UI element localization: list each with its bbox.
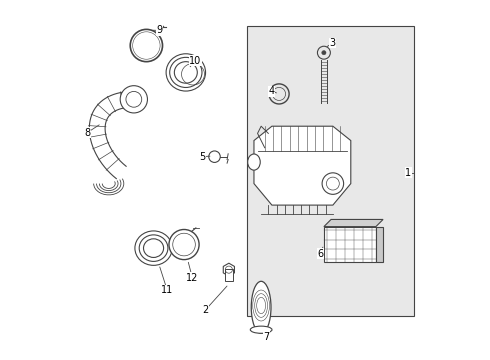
Circle shape [120, 86, 147, 113]
Text: 1: 1 [405, 168, 411, 178]
Text: 3: 3 [330, 38, 336, 48]
Polygon shape [89, 91, 136, 179]
Text: 9: 9 [157, 26, 163, 35]
Polygon shape [376, 226, 383, 262]
Polygon shape [254, 126, 351, 205]
Text: 7: 7 [264, 332, 270, 342]
Text: 4: 4 [269, 86, 275, 96]
Ellipse shape [250, 326, 272, 333]
Ellipse shape [251, 281, 271, 333]
Ellipse shape [166, 54, 205, 91]
Bar [324, 226, 376, 262]
Text: 8: 8 [84, 128, 90, 138]
Text: 5: 5 [199, 152, 205, 162]
Circle shape [322, 173, 343, 194]
Text: 6: 6 [317, 248, 323, 258]
Circle shape [169, 229, 199, 260]
Text: 10: 10 [190, 55, 202, 66]
Text: 11: 11 [161, 285, 173, 295]
Text: 2: 2 [202, 305, 209, 315]
Polygon shape [324, 220, 383, 226]
Ellipse shape [247, 154, 260, 170]
Ellipse shape [135, 231, 172, 265]
Text: 12: 12 [186, 273, 198, 283]
Bar [247, 26, 414, 316]
Circle shape [322, 50, 326, 55]
Bar [224, 269, 233, 282]
